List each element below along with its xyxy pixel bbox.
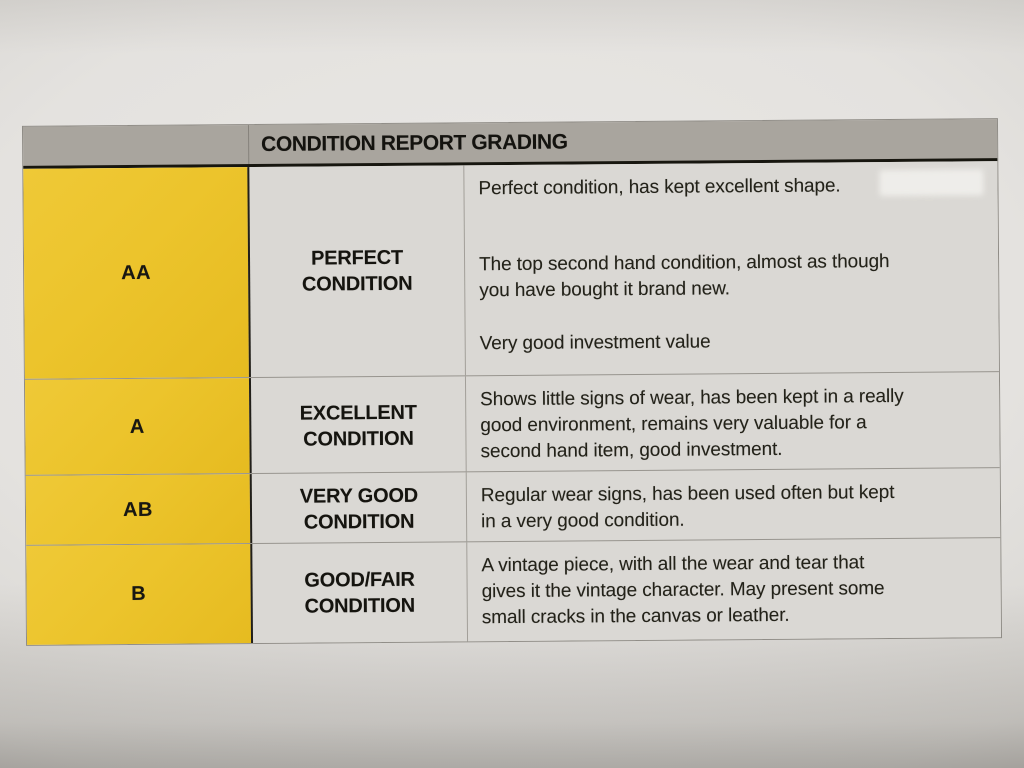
grade-cell-aa: AA bbox=[23, 167, 251, 379]
description-paragraph: Regular wear signs, has been used often … bbox=[480, 482, 895, 533]
table-row-ab: AB VERY GOOD CONDITION Regular wear sign… bbox=[25, 467, 1001, 547]
condition-cell-b: GOOD/FAIR CONDITION bbox=[252, 542, 469, 644]
description-paragraph: Very good investment value bbox=[479, 331, 711, 355]
description-cell-a: Shows little signs of wear, has been kep… bbox=[466, 372, 1000, 473]
description-paragraph: Perfect condition, has kept excellent sh… bbox=[478, 175, 841, 200]
description-paragraph: The top second hand condition, almost as… bbox=[478, 251, 890, 302]
grade-cell-b: B bbox=[26, 544, 254, 645]
description-cell-aa: Perfect condition, has kept excellent sh… bbox=[464, 161, 999, 375]
table-row-aa: AA PERFECT CONDITION Perfect condition, … bbox=[23, 161, 999, 379]
table-row-b: B GOOD/FAIR CONDITION A vintage piece, w… bbox=[26, 537, 1002, 645]
grade-cell-ab: AB bbox=[25, 474, 253, 547]
description-paragraph: A vintage piece, with all the wear and t… bbox=[481, 552, 885, 629]
condition-cell-aa: PERFECT CONDITION bbox=[249, 165, 466, 378]
header-spacer-cell bbox=[22, 125, 250, 166]
condition-grading-table: CONDITION REPORT GRADING AA PERFECT COND… bbox=[21, 118, 1003, 646]
condition-cell-a: EXCELLENT CONDITION bbox=[250, 376, 467, 476]
grade-cell-a: A bbox=[24, 378, 252, 477]
description-paragraph: Shows little signs of wear, has been kep… bbox=[480, 385, 904, 463]
description-cell-b: A vintage piece, with all the wear and t… bbox=[467, 538, 1001, 641]
table-row-a: A EXCELLENT CONDITION Shows little signs… bbox=[24, 371, 1000, 477]
description-cell-ab: Regular wear signs, has been used often … bbox=[467, 468, 1001, 543]
condition-cell-ab: VERY GOOD CONDITION bbox=[251, 472, 468, 546]
table-title: CONDITION REPORT GRADING bbox=[261, 130, 568, 156]
